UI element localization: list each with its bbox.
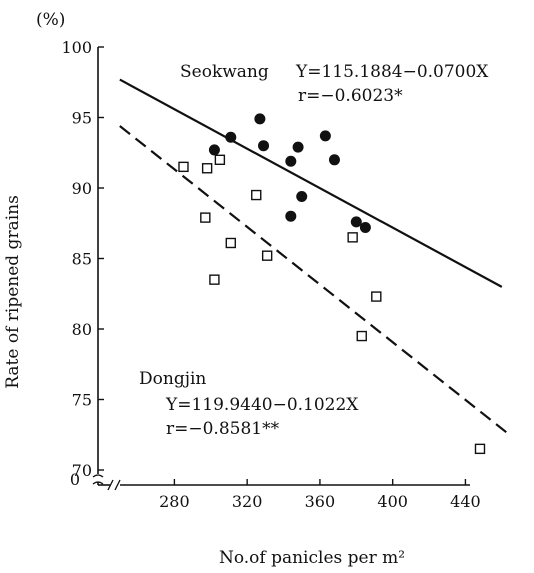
- x-tick-label: 440: [450, 492, 481, 511]
- y-axis-unit: (%): [36, 10, 65, 30]
- point-seokwang: [328, 154, 340, 166]
- y-axis-break-mark: [92, 474, 104, 478]
- point-dongjin: [474, 443, 486, 455]
- regression-lines: [119, 78, 512, 437]
- equation-dongjin: Y=119.9440−0.1022X: [165, 395, 359, 415]
- regression-line-seokwang: [119, 78, 503, 288]
- y-tick-label: 100: [61, 38, 92, 57]
- y-tick-label: 80: [72, 320, 92, 339]
- point-seokwang: [350, 216, 362, 228]
- y-axis-zero-label: 0: [70, 470, 80, 489]
- point-dongjin: [356, 330, 367, 342]
- data-points: [178, 113, 486, 455]
- y-tick-label: 85: [72, 250, 92, 269]
- point-dongjin: [261, 250, 273, 261]
- point-dongjin: [347, 232, 358, 243]
- point-dongjin: [178, 161, 189, 173]
- point-seokwang: [319, 130, 331, 142]
- x-tick-label: 280: [159, 492, 190, 511]
- series-label-dongjin: Dongjin: [139, 369, 206, 389]
- y-tick-label: 75: [72, 391, 92, 410]
- point-seokwang: [285, 155, 297, 167]
- point-dongjin: [371, 291, 382, 302]
- point-seokwang: [292, 141, 304, 153]
- x-tick-label: 360: [305, 492, 336, 511]
- r-value-dongjin: r=−0.8581**: [166, 419, 280, 439]
- point-seokwang: [359, 221, 371, 233]
- point-seokwang: [225, 131, 237, 143]
- x-axis-break-mark: [114, 479, 121, 491]
- point-seokwang: [296, 190, 308, 202]
- equation-seokwang: Y=115.1884−0.0700X: [295, 62, 489, 82]
- point-dongjin: [200, 212, 211, 223]
- regression-line-dongjin: [119, 125, 512, 437]
- x-axis-title: No.of panicles per m²: [219, 548, 405, 568]
- point-seokwang: [285, 210, 297, 222]
- axes: 70 75 80 85 90 95 100 280 320 360 400 440: [61, 38, 480, 511]
- y-tick-label: 70: [72, 461, 92, 480]
- x-tick-label: 320: [232, 492, 263, 511]
- point-seokwang: [258, 140, 270, 152]
- point-seokwang: [208, 144, 220, 156]
- point-dongjin: [214, 154, 226, 166]
- r-value-seokwang: r=−0.6023*: [298, 86, 403, 106]
- y-axis-break-mark: [92, 481, 104, 485]
- y-tick-label: 90: [72, 179, 92, 198]
- point-dongjin: [251, 189, 262, 201]
- y-axis-title: Rate of ripened grains: [3, 195, 23, 389]
- x-tick-label: 400: [377, 492, 408, 511]
- point-seokwang: [254, 113, 266, 125]
- point-dongjin: [201, 163, 213, 174]
- y-tick-label: 95: [72, 109, 92, 128]
- x-axis-break-mark: [107, 479, 114, 491]
- series-label-seokwang: Seokwang: [180, 62, 269, 82]
- point-dongjin: [209, 274, 220, 285]
- point-dongjin: [225, 237, 236, 249]
